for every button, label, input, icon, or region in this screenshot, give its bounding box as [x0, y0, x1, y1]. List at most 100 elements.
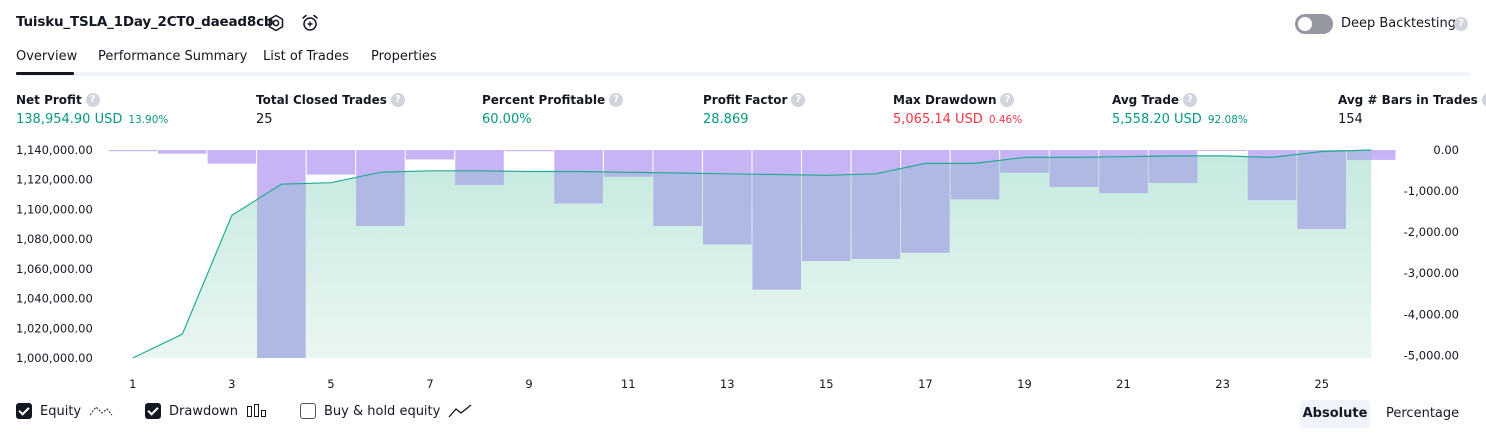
tabs-divider [16, 72, 1470, 76]
help-icon[interactable]: ? [1481, 93, 1486, 107]
left-axis-tick-label: 1,020,000.00 [16, 321, 93, 335]
metric-avg-bars-label: Avg # Bars in Trades? [1338, 93, 1486, 107]
help-icon[interactable]: ? [1454, 17, 1468, 31]
metric-profit-factor-value: 28.869 [703, 112, 749, 127]
metric-avg-bars-value: 154 [1338, 112, 1363, 127]
left-axis-tick-label: 1,000,000.00 [16, 351, 93, 365]
metric-value-text: 138,954.90 USD [16, 112, 123, 127]
tab-overview[interactable]: Overview [16, 49, 78, 64]
metric-percent: 92.08% [1207, 114, 1248, 126]
x-axis-tick-label: 25 [1314, 377, 1329, 391]
settings-icon[interactable] [266, 13, 286, 33]
drawdown-bar [108, 150, 157, 152]
x-axis-tick-label: 13 [720, 377, 735, 391]
x-axis-tick-label: 3 [228, 377, 235, 391]
metric-avg-trade-label: Avg Trade? [1112, 93, 1198, 107]
metric-label-text: Max Drawdown [893, 93, 997, 107]
metric-percent-profitable-label: Percent Profitable? [482, 93, 624, 107]
right-axis-tick-label: -3,000.00 [1404, 266, 1459, 280]
drawdown-bar [207, 150, 257, 164]
left-axis-tick-label: 1,100,000.00 [16, 202, 93, 216]
drawdown-bar-overlap [1347, 150, 1372, 160]
alarm-add-icon[interactable] [300, 13, 320, 33]
drawdown-bar [504, 150, 554, 152]
tab-performance-summary[interactable]: Performance Summary [98, 49, 248, 64]
percentage-button[interactable]: Percentage [1386, 406, 1460, 421]
drawdown-bar [158, 150, 207, 154]
metric-net-profit-value: 138,954.90 USD 13.90% [16, 112, 168, 127]
x-axis-tick-label: 7 [426, 377, 433, 391]
equity-line [132, 149, 1372, 359]
drawdown-bars-icon [247, 404, 267, 417]
active-tab-indicator [16, 72, 74, 75]
x-axis-tick-label: 19 [1017, 377, 1032, 391]
drawdown-bar-overlap [1297, 150, 1346, 229]
buy-hold-line-icon [448, 404, 472, 418]
x-axis-tick-label: 15 [819, 377, 834, 391]
drawdown-bar [1198, 150, 1247, 151]
strategy-title: Tuisku_TSLA_1Day_2CT0_daead8cb [16, 14, 274, 30]
right-axis-tick-label: -1,000.00 [1404, 184, 1459, 198]
x-axis-tick-label: 11 [621, 377, 636, 391]
buy-hold-checkbox[interactable] [300, 403, 316, 419]
deep-backtesting-toggle[interactable] [1295, 14, 1333, 34]
drawdown-bar [306, 150, 356, 175]
metric-max-drawdown-label: Max Drawdown? [893, 93, 1015, 107]
metric-label-text: Total Closed Trades [256, 93, 387, 107]
drawdown-bar [405, 150, 455, 160]
x-axis-tick-label: 5 [327, 377, 334, 391]
equity-line-icon [89, 406, 113, 416]
right-axis-tick-label: -2,000.00 [1404, 225, 1459, 239]
x-axis-tick-label: 17 [918, 377, 933, 391]
help-icon[interactable]: ? [85, 93, 100, 107]
left-axis-tick-label: 1,140,000.00 [16, 143, 93, 157]
equity-area [132, 150, 1372, 358]
legend-equity[interactable]: Equity [16, 403, 113, 419]
help-icon[interactable]: ? [390, 93, 405, 107]
drawdown-bar [1347, 150, 1396, 160]
x-axis-tick-label: 9 [525, 377, 532, 391]
right-axis-tick-label: 0.00 [1433, 143, 1459, 157]
left-axis-tick-label: 1,120,000.00 [16, 173, 93, 187]
legend-buy-hold-label: Buy & hold equity [324, 403, 441, 419]
metric-label-text: Avg Trade [1112, 93, 1180, 107]
left-axis-tick-label: 1,060,000.00 [16, 262, 93, 276]
legend-buy-hold[interactable]: Buy & hold equity [300, 403, 472, 419]
metric-percent-profitable-value: 60.00% [482, 112, 532, 127]
drawdown-checkbox[interactable] [145, 403, 161, 419]
tab-properties[interactable]: Properties [371, 49, 437, 64]
legend-equity-label: Equity [40, 403, 82, 419]
x-axis-tick-label: 1 [129, 377, 136, 391]
metric-label-text: Profit Factor [703, 93, 788, 107]
metric-net-profit-label: Net Profit? [16, 93, 100, 107]
x-axis-tick-label: 23 [1215, 377, 1230, 391]
tab-list-of-trades[interactable]: List of Trades [263, 49, 349, 64]
legend-drawdown[interactable]: Drawdown [145, 403, 268, 419]
equity-checkbox[interactable] [16, 403, 32, 419]
metric-value-text: 5,558.20 USD [1112, 112, 1202, 127]
metric-label-text: Avg # Bars in Trades [1338, 93, 1478, 107]
x-axis-tick-label: 21 [1116, 377, 1131, 391]
help-icon[interactable]: ? [1183, 93, 1198, 107]
metric-max-drawdown-value: 5,065.14 USD 0.46% [893, 112, 1022, 127]
metric-value-text: 5,065.14 USD [893, 112, 983, 127]
metric-percent: 13.90% [128, 114, 169, 126]
help-icon[interactable]: ? [791, 93, 806, 107]
metric-label-text: Percent Profitable [482, 93, 606, 107]
absolute-button[interactable]: Absolute [1300, 400, 1370, 428]
right-axis-tick-label: -5,000.00 [1404, 348, 1459, 362]
toggle-knob [1298, 17, 1312, 31]
help-icon[interactable]: ? [1000, 93, 1015, 107]
right-axis-tick-label: -4,000.00 [1404, 307, 1459, 321]
equity-drawdown-chart: 1,140,000.00 1,120,000.00 1,100,000.00 1,08… [16, 143, 1459, 391]
metric-avg-trade-value: 5,558.20 USD 92.08% [1112, 112, 1248, 127]
help-icon[interactable]: ? [609, 93, 624, 107]
left-axis-tick-label: 1,080,000.00 [16, 232, 93, 246]
legend-drawdown-label: Drawdown [169, 403, 239, 419]
metric-total-closed-trades-value: 25 [256, 112, 273, 127]
drawdown-bar-overlap [1247, 150, 1297, 201]
left-axis-tick-label: 1,040,000.00 [16, 292, 93, 306]
metric-total-closed-trades-label: Total Closed Trades? [256, 93, 405, 107]
metric-profit-factor-label: Profit Factor? [703, 93, 806, 107]
metric-percent: 0.46% [988, 114, 1023, 126]
